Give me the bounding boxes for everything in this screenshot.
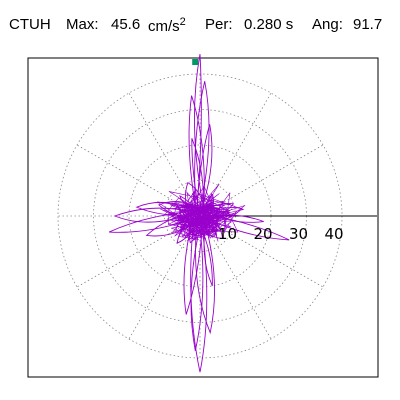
ring-tick-labels: 10 20 30 40 <box>218 225 344 243</box>
ring-label-10: 10 <box>218 225 237 243</box>
hodogram-trace <box>108 54 290 373</box>
trace-lobe-2 <box>188 95 205 220</box>
max-label: Max: <box>66 16 99 33</box>
chart-header: CTUH Max: 45.6 cm/s2 Per: 0.280 s Ang: 9… <box>0 0 400 40</box>
ring-label-40: 40 <box>324 225 343 243</box>
plot-frame <box>27 57 379 378</box>
ring-label-30: 30 <box>289 225 308 243</box>
trace-lobe-8 <box>183 210 204 315</box>
angle-label: Ang: <box>312 16 343 33</box>
ring-label-20: 20 <box>253 225 272 243</box>
trace-lobe-3 <box>196 124 213 220</box>
station-code: CTUH <box>9 16 51 33</box>
trace-lobe-6 <box>190 217 204 351</box>
trace-lobe-7 <box>195 213 215 335</box>
trace-center-cluster <box>157 183 246 242</box>
period-value: 0.280 s <box>244 16 294 33</box>
peak-marker-layer <box>192 59 199 65</box>
max-unit-exponent: 2 <box>179 16 186 28</box>
trace-lobe-9 <box>198 216 213 287</box>
peak-marker <box>192 59 199 65</box>
max-value: 45.6 <box>111 16 141 33</box>
angle-value: 91.7 <box>353 16 383 33</box>
period-label: Per: <box>205 16 233 33</box>
trace-lobe-1 <box>194 81 210 221</box>
max-unit: cm/s2 <box>148 16 186 35</box>
trace-lobe-10 <box>113 207 204 223</box>
trace-lobe-14 <box>197 213 290 241</box>
trace-lobe-4 <box>191 138 204 220</box>
trace-lobe-0 <box>194 54 206 213</box>
max-unit-base: cm/s <box>148 18 180 35</box>
